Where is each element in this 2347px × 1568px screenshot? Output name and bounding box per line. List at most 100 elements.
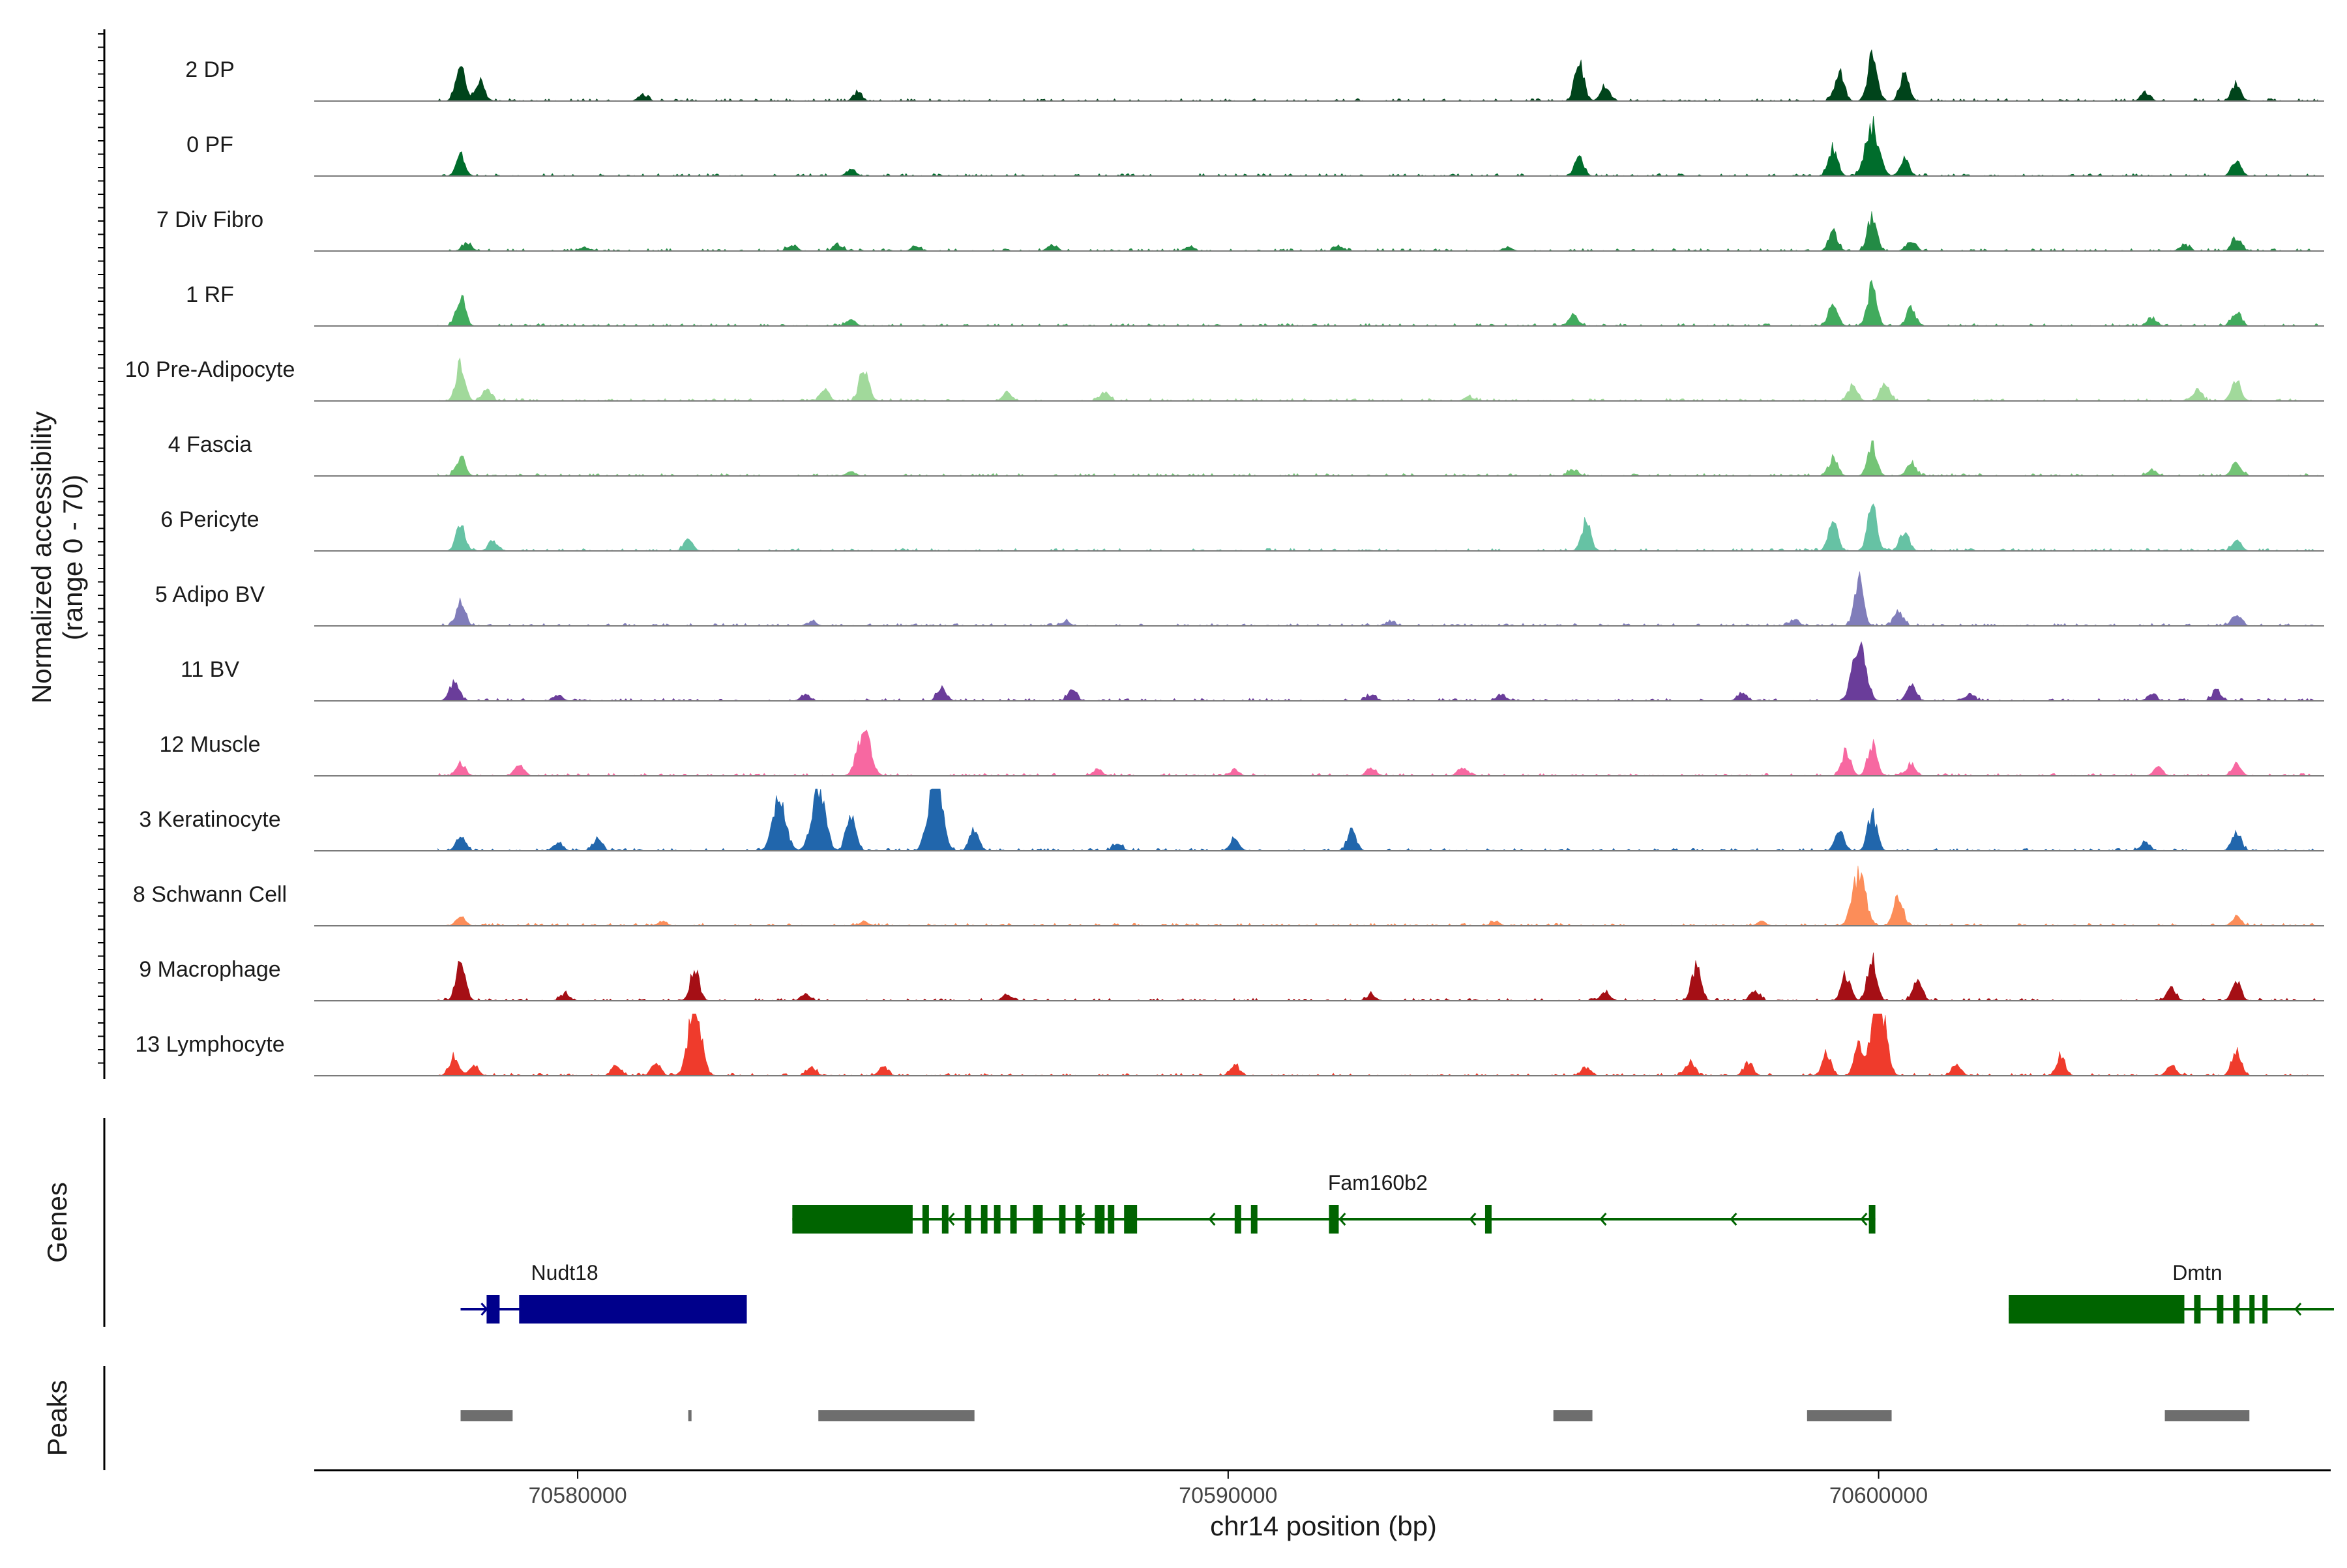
gene-exon bbox=[519, 1295, 747, 1324]
gene-exon bbox=[981, 1205, 988, 1234]
track-label: 7 Div Fibro bbox=[156, 207, 263, 232]
peak-region bbox=[1553, 1410, 1593, 1421]
strand-arrow bbox=[947, 1213, 955, 1226]
track-label: 4 Fascia bbox=[168, 432, 252, 457]
gene-exon bbox=[1095, 1205, 1105, 1234]
gene-exon bbox=[486, 1295, 500, 1324]
track-6: 4 Fascia bbox=[168, 432, 2324, 477]
coverage-area bbox=[437, 953, 2318, 1001]
track-14: 13 Lymphocyte bbox=[135, 1013, 2324, 1076]
gene-exon bbox=[1059, 1205, 1066, 1234]
track-label: 1 RF bbox=[186, 282, 234, 307]
peak-region bbox=[460, 1410, 513, 1421]
coverage-area bbox=[437, 865, 2318, 926]
peaks-track-title: Peaks bbox=[42, 1380, 72, 1457]
gene-exon bbox=[994, 1205, 1001, 1234]
axes: Normalized accessibility (range 0 - 70) … bbox=[26, 29, 2331, 1541]
gene-exon bbox=[1234, 1205, 1241, 1234]
track-9: 11 BV bbox=[181, 641, 2324, 702]
gene-exon bbox=[792, 1205, 913, 1234]
gene-exon bbox=[941, 1205, 949, 1234]
y-axis-title-line1: Normalized accessibility bbox=[26, 411, 57, 703]
gene-exon bbox=[1075, 1205, 1082, 1234]
x-axis-title: chr14 position (bp) bbox=[1210, 1511, 1437, 1541]
track-label: 5 Adipo BV bbox=[155, 582, 265, 607]
gene-dmtn: Dmtn bbox=[2009, 1261, 2334, 1324]
coverage-tracks: 2 DP 0 PF 7 Div Fibro 1 RF 10 Pre-Adipocyte 4… bbox=[125, 49, 2324, 1076]
track-7: 6 Pericyte bbox=[160, 503, 2324, 552]
strand-arrow bbox=[2294, 1303, 2302, 1316]
gene-exon bbox=[1010, 1205, 1017, 1234]
track-11: 3 Keratinocyte bbox=[139, 788, 2324, 851]
gene-exon bbox=[1124, 1205, 1138, 1234]
gene-exon bbox=[1868, 1205, 1876, 1234]
track-label: 2 DP bbox=[185, 57, 235, 82]
gene-fam160b2: Fam160b2 bbox=[792, 1171, 1876, 1234]
gene-label: Nudt18 bbox=[531, 1261, 598, 1284]
peak-region bbox=[688, 1410, 692, 1421]
coverage-area bbox=[437, 211, 2318, 252]
track-label: 0 PF bbox=[186, 132, 233, 157]
coverage-area bbox=[437, 440, 2318, 477]
peaks-track bbox=[460, 1410, 2250, 1421]
strand-arrow bbox=[1599, 1213, 1607, 1226]
track-2: 0 PF bbox=[186, 115, 2324, 177]
gene-exon bbox=[1484, 1205, 1492, 1234]
coverage-area bbox=[437, 49, 2318, 102]
gene-exon bbox=[1108, 1205, 1115, 1234]
coverage-area bbox=[437, 730, 2318, 777]
genes-track-title: Genes bbox=[42, 1182, 72, 1263]
strand-arrow bbox=[1860, 1213, 1868, 1226]
strand-arrow bbox=[1338, 1213, 1346, 1226]
track-label: 6 Pericyte bbox=[160, 507, 259, 532]
gene-exon bbox=[2233, 1295, 2240, 1324]
coverage-area bbox=[437, 503, 2318, 552]
track-13: 9 Macrophage bbox=[139, 953, 2324, 1001]
x-tick-label: 70580000 bbox=[528, 1483, 627, 1508]
coverage-area bbox=[437, 115, 2318, 177]
coverage-area bbox=[437, 1013, 2318, 1076]
track-4: 1 RF bbox=[186, 280, 2324, 327]
track-label: 3 Keratinocyte bbox=[139, 807, 280, 832]
x-tick-label: 70600000 bbox=[1829, 1483, 1928, 1508]
track-label: 12 Muscle bbox=[160, 732, 261, 757]
strand-arrow bbox=[1208, 1213, 1216, 1226]
gene-exon bbox=[1250, 1205, 1258, 1234]
gene-exon bbox=[1329, 1205, 1339, 1234]
y-axis-title-line2: (range 0 - 70) bbox=[57, 475, 88, 640]
gene-exon bbox=[1033, 1205, 1043, 1234]
track-label: 10 Pre-Adipocyte bbox=[125, 357, 295, 382]
coverage-area bbox=[437, 280, 2318, 327]
gene-label: Dmtn bbox=[2172, 1261, 2222, 1284]
track-3: 7 Div Fibro bbox=[156, 207, 2324, 252]
gene-nudt18: Nudt18 bbox=[460, 1261, 747, 1324]
track-10: 12 Muscle bbox=[160, 730, 2324, 777]
track-5: 10 Pre-Adipocyte bbox=[125, 357, 2324, 402]
gene-exon bbox=[2262, 1295, 2268, 1324]
gene-exon bbox=[922, 1205, 929, 1234]
track-12: 8 Schwann Cell bbox=[133, 865, 2324, 926]
coverage-area bbox=[437, 788, 2318, 851]
peak-region bbox=[2164, 1410, 2250, 1421]
gene-exon bbox=[2194, 1295, 2201, 1324]
coverage-area bbox=[437, 571, 2318, 627]
gene-label: Fam160b2 bbox=[1328, 1171, 1428, 1194]
peak-region bbox=[818, 1410, 975, 1421]
track-1: 2 DP bbox=[185, 49, 2324, 102]
gene-exon bbox=[2009, 1295, 2185, 1324]
track-8: 5 Adipo BV bbox=[155, 571, 2324, 627]
track-label: 11 BV bbox=[181, 657, 239, 682]
strand-arrow bbox=[1469, 1213, 1477, 1226]
gene-exon bbox=[2249, 1295, 2255, 1324]
track-label: 8 Schwann Cell bbox=[133, 882, 287, 907]
strand-arrow bbox=[1730, 1213, 1737, 1226]
track-label: 9 Macrophage bbox=[139, 957, 280, 982]
coverage-area bbox=[437, 641, 2318, 702]
x-tick-label: 70590000 bbox=[1179, 1483, 1277, 1508]
track-label: 13 Lymphocyte bbox=[135, 1032, 284, 1057]
genes-track: Nudt18 Fam160b2 Dmtn bbox=[460, 1171, 2334, 1324]
gene-exon bbox=[2217, 1295, 2224, 1324]
gene-exon bbox=[964, 1205, 971, 1234]
